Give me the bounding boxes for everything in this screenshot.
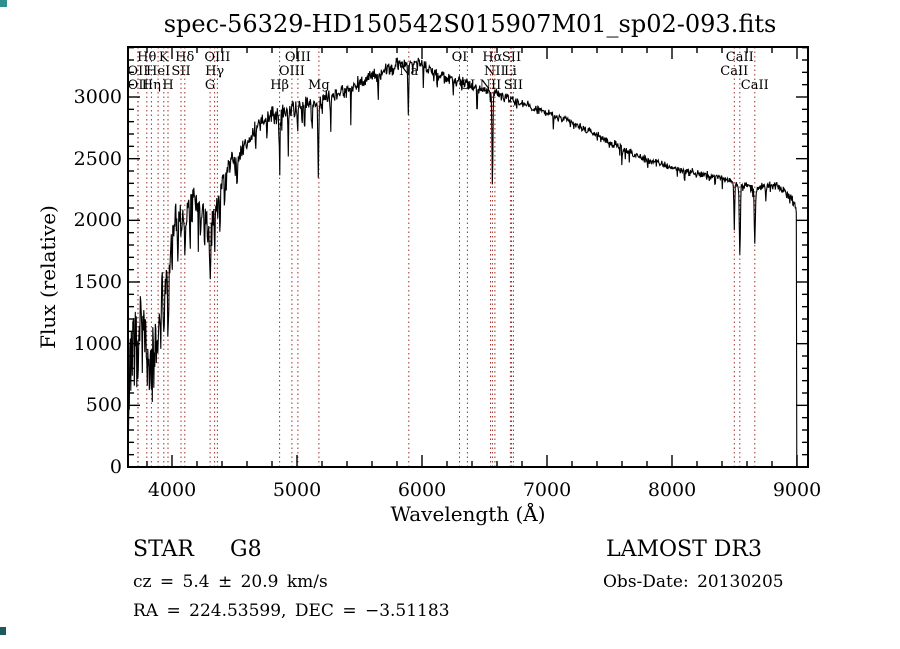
spectral-line-label: SII xyxy=(501,50,522,65)
y-tick-label: 2000 xyxy=(73,209,122,232)
spectral-line-label: Hθ xyxy=(137,50,157,65)
x-tick-label: 4000 xyxy=(147,479,197,501)
plot-frame xyxy=(127,46,809,468)
survey-release-text: LAMOST DR3 xyxy=(606,537,762,562)
spectral-line-label: G xyxy=(204,78,216,93)
object-subclass-text: G8 xyxy=(230,537,262,562)
spectral-line-label: Na xyxy=(399,64,419,79)
y-tick-label: 1500 xyxy=(73,271,122,293)
spectral-line-label: Hδ xyxy=(175,50,195,65)
spectral-line-label: NII xyxy=(484,64,506,79)
spectrum-curve xyxy=(127,57,798,467)
corner-artifact-top-left xyxy=(0,0,7,7)
spectral-line-label: OIII xyxy=(204,50,231,65)
spectral-line-label: Li xyxy=(503,64,517,79)
spectral-line-label: OIII xyxy=(278,64,305,79)
plot-title: spec-56329-HD150542S015907M01_sp02-093.f… xyxy=(163,10,777,38)
spectral-line-label: Hα xyxy=(482,50,503,65)
object-type-text: STAR xyxy=(133,537,194,562)
x-tick-label: 7000 xyxy=(522,479,572,501)
spectral-line-label: H xyxy=(162,78,174,93)
ra-dec-text: RA = 224.53599, DEC = −3.51183 xyxy=(133,601,450,621)
spectral-line-label: OIII xyxy=(284,50,311,65)
spectral-line-label: NII xyxy=(479,78,502,93)
spectral-line-label: OII xyxy=(127,78,149,93)
x-tick-label: 8000 xyxy=(647,479,697,501)
x-tick-label: 9000 xyxy=(772,479,822,501)
spectral-line-label: CaII xyxy=(720,64,749,79)
x-tick-label: 5000 xyxy=(272,479,322,501)
y-tick-label: 500 xyxy=(85,394,122,417)
spectral-line-label: CaII xyxy=(725,50,754,65)
spectral-line-label: HeI xyxy=(146,64,171,79)
corner-artifact-bottom-left xyxy=(0,627,6,635)
y-tick-label: 2500 xyxy=(73,147,122,170)
cz-text: cz = 5.4 ± 20.9 km/s xyxy=(133,572,328,592)
spectral-line-label: Hγ xyxy=(205,64,225,79)
spectral-line-label: OII xyxy=(127,64,149,79)
spectral-line-label: SII xyxy=(171,64,191,79)
obs-date-text: Obs-Date: 20130205 xyxy=(603,572,784,592)
spectral-line-label: K xyxy=(158,50,169,65)
y-tick-label: 0 xyxy=(109,456,122,478)
spectral-line-label: Mg xyxy=(308,78,330,93)
x-axis-label: Wavelength (Å) xyxy=(390,502,546,526)
spectral-line-label: Hβ xyxy=(270,78,290,93)
spectral-line-label: SII xyxy=(503,78,523,93)
spectral-line-label: CaII xyxy=(740,78,769,93)
y-tick-label: 3000 xyxy=(73,86,122,108)
spectral-line-label: OI xyxy=(451,50,468,65)
x-tick-label: 6000 xyxy=(397,479,447,501)
y-tick-label: 1000 xyxy=(73,332,122,355)
spectral-line-label: Hη xyxy=(141,78,161,93)
spectral-line-label: OI xyxy=(459,78,476,93)
